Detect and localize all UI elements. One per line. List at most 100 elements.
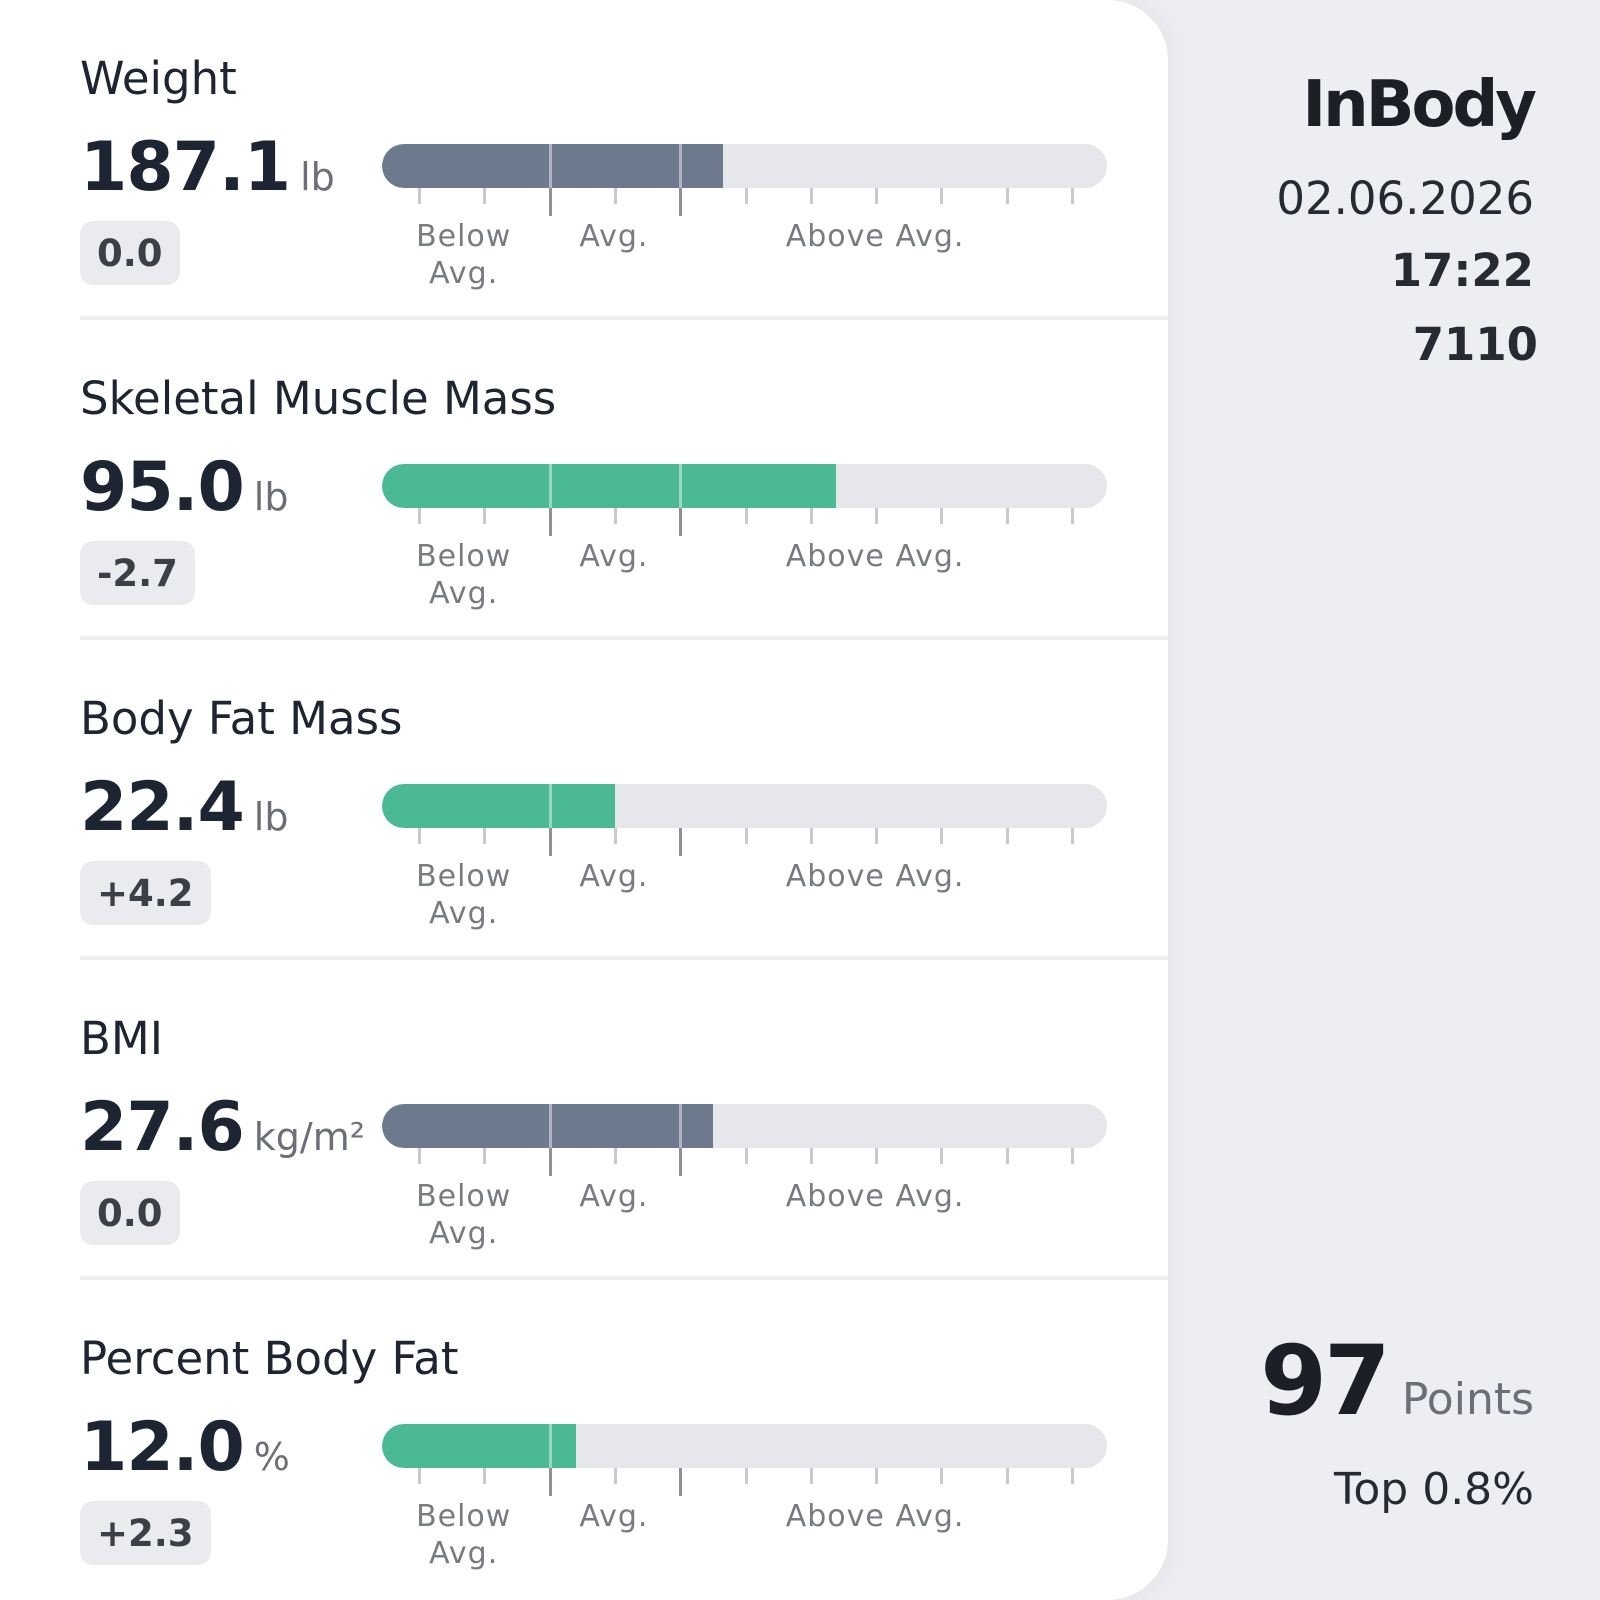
minor-tick bbox=[875, 508, 879, 524]
bar-segment-divider bbox=[548, 1424, 552, 1468]
device-id: 7110 bbox=[1412, 318, 1538, 371]
minor-tick bbox=[875, 1468, 879, 1484]
score-rank: Top 0.8% bbox=[1333, 1464, 1534, 1515]
zone-label-above-avg: Above Avg. bbox=[725, 1498, 1025, 1535]
zone-label-below-avg: Below Avg. bbox=[314, 1178, 614, 1252]
minor-tick bbox=[809, 188, 813, 204]
bar-segment-divider bbox=[548, 144, 552, 188]
zone-label-below-avg: Below Avg. bbox=[314, 538, 614, 612]
major-tick bbox=[679, 828, 683, 856]
brand-logo: InBody bbox=[1302, 68, 1537, 142]
bar-fill bbox=[382, 1104, 714, 1148]
major-tick bbox=[548, 508, 552, 536]
minor-tick bbox=[418, 508, 421, 524]
minor-tick bbox=[1005, 828, 1009, 844]
zone-label-line: Avg. bbox=[429, 1216, 499, 1251]
minor-tick bbox=[1005, 1468, 1009, 1484]
bar-segment-divider bbox=[679, 1104, 683, 1148]
minor-tick bbox=[809, 508, 813, 524]
metric-value: 22.4 bbox=[80, 768, 245, 847]
zone-label-avg: Avg. bbox=[464, 1178, 764, 1215]
zone-label-above-avg: Above Avg. bbox=[725, 218, 1025, 255]
zone-label-above-avg: Above Avg. bbox=[725, 1178, 1025, 1215]
zone-label-line: Avg. bbox=[579, 859, 649, 894]
major-tick bbox=[548, 1148, 552, 1176]
metric-value: 12.0 bbox=[80, 1408, 245, 1487]
minor-tick bbox=[744, 828, 748, 844]
zone-label-line: Avg. bbox=[429, 896, 499, 931]
minor-tick bbox=[1005, 188, 1009, 204]
zone-label-avg: Avg. bbox=[464, 858, 764, 895]
minor-tick bbox=[1071, 188, 1074, 204]
minor-tick bbox=[483, 1468, 487, 1484]
minor-tick bbox=[744, 508, 748, 524]
minor-tick bbox=[483, 828, 487, 844]
score-value: 97 bbox=[1260, 1325, 1391, 1437]
minor-tick bbox=[744, 1468, 748, 1484]
minor-tick bbox=[613, 1468, 617, 1484]
metric-section-body-fat-mass: Body Fat Mass 22.4 lb +4.2 Below Avg. Avg.… bbox=[0, 640, 1168, 960]
zone-label-line: Avg. bbox=[429, 1536, 499, 1571]
minor-tick bbox=[1071, 1468, 1074, 1484]
zone-label-line: Avg. bbox=[579, 539, 649, 574]
metric-name: BMI bbox=[80, 1012, 163, 1065]
minor-tick bbox=[875, 188, 879, 204]
zone-label-line: Below bbox=[416, 1499, 512, 1534]
minor-tick bbox=[418, 828, 421, 844]
metric-name: Body Fat Mass bbox=[80, 692, 403, 745]
score-unit: Points bbox=[1401, 1374, 1534, 1425]
major-tick bbox=[548, 188, 552, 216]
zone-label-line: Avg. bbox=[579, 1179, 649, 1214]
metric-value-group: 27.6 kg/m² bbox=[80, 1088, 365, 1167]
metrics-card: Weight 187.1 lb 0.0 Below Avg. Avg. Above A… bbox=[0, 0, 1168, 1600]
zone-label-below-avg: Below Avg. bbox=[314, 858, 614, 932]
metric-unit: lb bbox=[300, 155, 335, 199]
zone-label-line: Above Avg. bbox=[785, 1499, 965, 1534]
score-group: 97 Points bbox=[1260, 1325, 1534, 1437]
minor-tick bbox=[418, 1468, 421, 1484]
section-divider bbox=[80, 636, 1168, 640]
minor-tick bbox=[483, 188, 487, 204]
bar-segment-divider bbox=[548, 784, 552, 828]
bar-segment-divider bbox=[548, 1104, 552, 1148]
change-badge: +2.3 bbox=[80, 1501, 211, 1565]
metric-unit: lb bbox=[253, 795, 289, 839]
metric-value: 95.0 bbox=[80, 448, 245, 527]
change-badge: 0.0 bbox=[80, 1181, 180, 1245]
bar-fill bbox=[382, 1424, 577, 1468]
minor-tick bbox=[613, 508, 617, 524]
zone-label-line: Below bbox=[416, 859, 512, 894]
minor-tick bbox=[809, 1468, 813, 1484]
minor-tick bbox=[1071, 508, 1074, 524]
zone-label-line: Above Avg. bbox=[785, 539, 965, 574]
section-divider bbox=[80, 956, 1168, 960]
metric-unit: lb bbox=[253, 475, 289, 519]
zone-label-line: Avg. bbox=[429, 256, 499, 291]
bar-segment-divider bbox=[679, 464, 683, 508]
range-bar bbox=[382, 1424, 1107, 1468]
major-tick bbox=[679, 508, 683, 536]
bar-segment-divider bbox=[679, 144, 683, 188]
test-date: 02.06.2026 bbox=[1276, 172, 1534, 225]
minor-tick bbox=[940, 1468, 944, 1484]
minor-tick bbox=[613, 188, 617, 204]
metric-value-group: 12.0 % bbox=[80, 1408, 290, 1487]
metric-name: Skeletal Muscle Mass bbox=[80, 372, 557, 425]
minor-tick bbox=[940, 508, 944, 524]
zone-label-avg: Avg. bbox=[464, 538, 764, 575]
zone-label-line: Above Avg. bbox=[785, 859, 965, 894]
minor-tick bbox=[483, 508, 487, 524]
range-bar bbox=[382, 144, 1107, 188]
major-tick bbox=[679, 188, 683, 216]
minor-tick bbox=[940, 188, 944, 204]
metric-section-bmi: BMI 27.6 kg/m² 0.0 Below Avg. Avg. Above Av… bbox=[0, 960, 1168, 1280]
minor-tick bbox=[1005, 508, 1009, 524]
bar-segment-divider bbox=[548, 464, 552, 508]
metric-section-weight: Weight 187.1 lb 0.0 Below Avg. Avg. Above A… bbox=[0, 0, 1168, 320]
zone-label-line: Below bbox=[416, 539, 512, 574]
minor-tick bbox=[1005, 1148, 1009, 1164]
bar-fill bbox=[382, 144, 723, 188]
minor-tick bbox=[875, 1148, 879, 1164]
section-divider bbox=[80, 316, 1168, 320]
minor-tick bbox=[1071, 828, 1074, 844]
